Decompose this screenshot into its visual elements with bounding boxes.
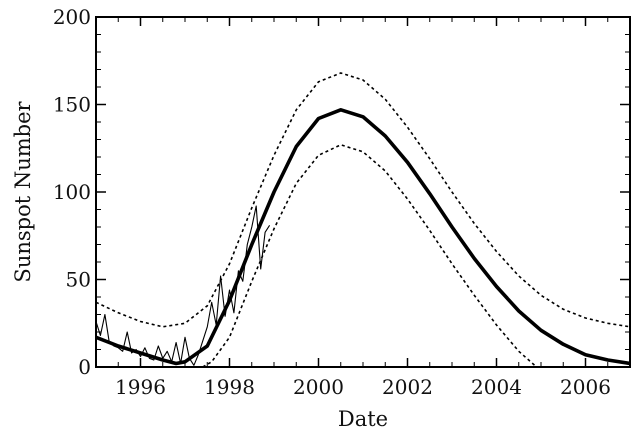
y-tick-label: 0 — [78, 355, 91, 379]
x-tick-label: 2000 — [293, 375, 344, 399]
y-tick-label: 200 — [53, 5, 91, 29]
predicted-mean-curve — [96, 108, 630, 366]
series-layer — [96, 72, 630, 367]
x-tick-label: 2002 — [382, 375, 433, 399]
tick-labels: 1996 1998 2000 2002 2004 2006 0 50 100 150 200 — [53, 5, 611, 399]
y-axis-title: Sunspot Number — [11, 100, 35, 282]
observed-sunspot-line — [96, 205, 271, 366]
x-tick-label: 2006 — [560, 375, 611, 399]
x-tick-label: 1998 — [204, 375, 255, 399]
x-tick-label: 2004 — [471, 375, 522, 399]
x-axis-title: Date — [338, 407, 388, 430]
y-tick-label: 100 — [53, 180, 91, 204]
axis-ticks — [96, 16, 630, 368]
y-tick-label: 150 — [53, 93, 91, 117]
x-tick-label: 1996 — [115, 375, 166, 399]
plot-frame — [95, 16, 631, 368]
lower-bound-curve — [202, 143, 538, 367]
upper-bound-curve — [96, 72, 630, 328]
y-tick-label: 50 — [66, 268, 91, 292]
